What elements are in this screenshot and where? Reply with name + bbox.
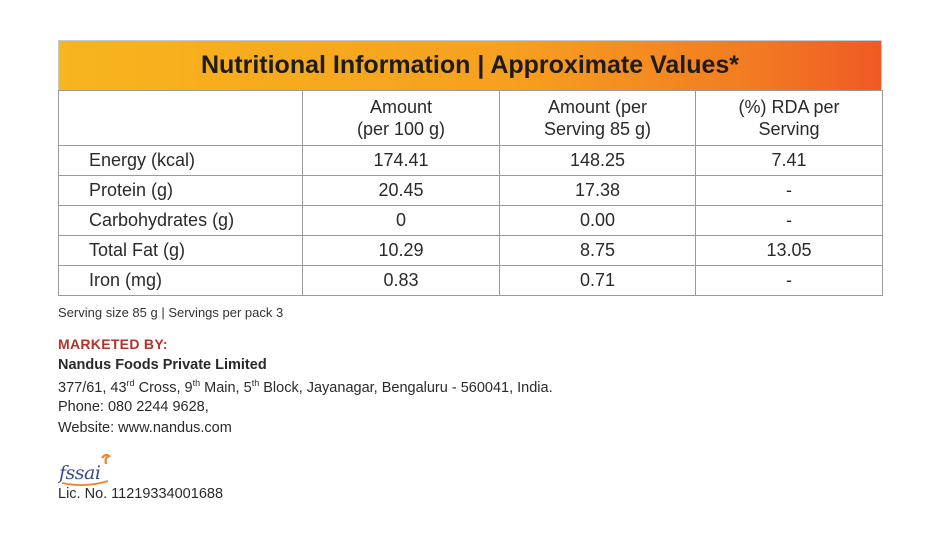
nutrition-banner-title: Nutritional Information | Approximate Va…: [58, 40, 882, 90]
per-100g-value: 174.41: [302, 145, 500, 176]
header-amount-per-serving: Amount (per Serving 85 g): [499, 90, 696, 146]
nutrient-name: Carbohydrates (g): [58, 205, 303, 236]
rda-value: 13.05: [695, 235, 883, 266]
per-serving-value: 8.75: [499, 235, 696, 266]
table-header-row: Amount (per 100 g) Amount (per Serving 8…: [58, 90, 883, 146]
header-amount-per-100g: Amount (per 100 g): [302, 90, 500, 146]
nutrient-name: Total Fat (g): [58, 235, 303, 266]
table-row: Iron (mg) 0.83 0.71 -: [58, 265, 883, 296]
header-blank: [58, 90, 303, 146]
license-number: Lic. No. 11219334001688: [58, 486, 224, 502]
table-row: Total Fat (g) 10.29 8.75 13.05: [58, 235, 883, 266]
per-100g-value: 20.45: [302, 175, 500, 206]
fssai-logo-icon: fssai: [58, 453, 112, 486]
rda-value: -: [695, 175, 883, 206]
company-name: Nandus Foods Private Limited: [58, 357, 267, 373]
table-row: Carbohydrates (g) 0 0.00 -: [58, 205, 883, 236]
serving-note: Serving size 85 g | Servings per pack 3: [58, 305, 284, 320]
table-row: Protein (g) 20.45 17.38 -: [58, 175, 883, 206]
nutrition-table: Amount (per 100 g) Amount (per Serving 8…: [58, 90, 883, 296]
rda-value: -: [695, 265, 883, 296]
rda-value: -: [695, 205, 883, 236]
nutrient-name: Iron (mg): [58, 265, 303, 296]
svg-text:fssai: fssai: [58, 462, 101, 484]
header-rda-per-serving: (%) RDA per Serving: [695, 90, 883, 146]
rda-value: 7.41: [695, 145, 883, 176]
company-website: Website: www.nandus.com: [58, 420, 232, 436]
nutrient-name: Protein (g): [58, 175, 303, 206]
company-phone: Phone: 080 2244 9628,: [58, 399, 209, 415]
nutrient-name: Energy (kcal): [58, 145, 303, 176]
marketed-by-label: MARKETED BY:: [58, 336, 168, 352]
per-serving-value: 17.38: [499, 175, 696, 206]
company-address: 377/61, 43rd Cross, 9th Main, 5th Block,…: [58, 378, 553, 396]
per-100g-value: 10.29: [302, 235, 500, 266]
per-serving-value: 148.25: [499, 145, 696, 176]
table-row: Energy (kcal) 174.41 148.25 7.41: [58, 145, 883, 176]
per-100g-value: 0: [302, 205, 500, 236]
nutrition-panel: Nutritional Information | Approximate Va…: [58, 40, 883, 296]
per-serving-value: 0.00: [499, 205, 696, 236]
per-serving-value: 0.71: [499, 265, 696, 296]
per-100g-value: 0.83: [302, 265, 500, 296]
